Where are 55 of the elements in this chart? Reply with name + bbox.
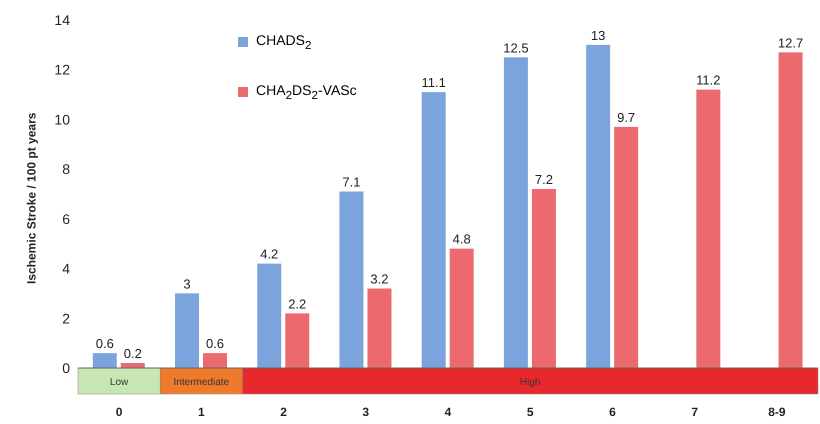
data-label: 11.1 [422, 75, 446, 90]
data-label: 7.2 [534, 172, 553, 188]
text: High [520, 377, 541, 388]
data-label: 4.2 [260, 246, 278, 262]
bar [450, 248, 474, 368]
data-label: 2.2 [288, 296, 306, 312]
y-tick-label: 12 [54, 62, 70, 78]
legend-label: CHA$_{2}$DS$_{2}$-VASc [256, 82, 357, 102]
data-label: 3.2 [370, 271, 389, 286]
y-tick-label: 6 [62, 210, 70, 227]
data-label: 11.2 [696, 72, 721, 88]
bar [586, 44, 610, 368]
x-tick-label: 3 [362, 405, 370, 419]
y-tick-label: 0 [62, 360, 70, 376]
data-label: 0.6 [96, 336, 114, 352]
x-tick-label: 8-9 [768, 405, 786, 419]
data-label: 4.8 [452, 232, 471, 247]
bar [504, 57, 528, 368]
data-label: 7.1 [342, 174, 361, 190]
x-tick-label: 6 [609, 405, 616, 419]
x-tick-label: 2 [280, 405, 288, 419]
data-label: 13 [590, 28, 606, 43]
bar [696, 90, 720, 368]
bar [203, 353, 228, 368]
x-tick-label: 5 [526, 405, 534, 419]
bar [422, 92, 446, 368]
x-tick-label: 0 [116, 405, 123, 419]
y-tick-label: 8 [62, 161, 70, 178]
y-tick-label: 4 [62, 260, 70, 277]
bar [257, 264, 282, 368]
data-label: 0.2 [124, 346, 142, 362]
text: Low [110, 377, 130, 388]
bar [175, 293, 200, 368]
data-label: 3 [183, 276, 191, 292]
bar [367, 288, 392, 368]
x-tick-label: 7 [691, 405, 698, 419]
data-label: 0.6 [206, 336, 224, 352]
bar [614, 126, 638, 368]
bar [339, 192, 364, 368]
text: Intermediate [174, 377, 230, 388]
y-axis-title: Ischemic Stroke / 100 pt years [24, 112, 38, 284]
x-tick-label: 1 [198, 405, 205, 419]
y-tick-label: 14 [54, 12, 70, 28]
y-tick-label: 10 [54, 111, 70, 128]
data-label: 12.7 [778, 35, 804, 50]
bar [285, 313, 310, 368]
data-label: 12.5 [503, 40, 529, 56]
bar [120, 363, 145, 368]
legend-label: CHADS$_{2}$ [256, 32, 312, 52]
x-tick-label: 4 [444, 405, 452, 419]
y-tick-label: 2 [62, 310, 70, 326]
data-label: 9.7 [617, 110, 636, 125]
bar [92, 353, 117, 368]
bar [532, 189, 556, 368]
bar [778, 52, 803, 368]
